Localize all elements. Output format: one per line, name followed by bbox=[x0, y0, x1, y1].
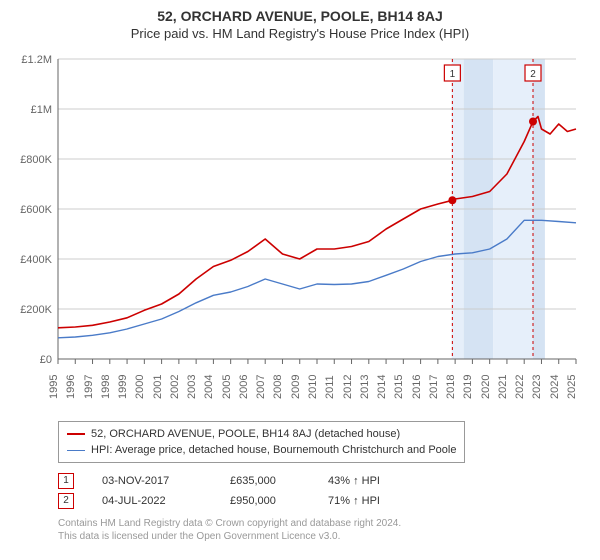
transaction-marker-icon: 2 bbox=[58, 493, 74, 509]
x-tick-label: 2008 bbox=[272, 375, 284, 399]
x-tick-label: 2016 bbox=[411, 375, 423, 399]
x-tick-label: 2022 bbox=[514, 375, 526, 399]
svg-text:£1M: £1M bbox=[31, 104, 52, 116]
svg-text:£1.2M: £1.2M bbox=[21, 54, 52, 66]
legend-row: HPI: Average price, detached house, Bour… bbox=[67, 442, 456, 458]
license-line-2: This data is licensed under the Open Gov… bbox=[58, 530, 584, 543]
transaction-price: £950,000 bbox=[230, 491, 300, 511]
plot-area: £0£200K£400K£600K£800K£1M£1.2M12 1995199… bbox=[16, 49, 584, 379]
figure-container: 52, ORCHARD AVENUE, POOLE, BH14 8AJ Pric… bbox=[0, 0, 600, 560]
transaction-pct: 43% ↑ HPI bbox=[328, 471, 380, 491]
x-tick-label: 2005 bbox=[221, 375, 233, 399]
svg-text:£800K: £800K bbox=[20, 154, 52, 166]
x-tick-label: 2006 bbox=[238, 375, 250, 399]
chart-subtitle: Price paid vs. HM Land Registry's House … bbox=[16, 26, 584, 41]
svg-text:2: 2 bbox=[530, 69, 536, 80]
x-tick-label: 2012 bbox=[342, 375, 354, 399]
x-tick-label: 2018 bbox=[445, 375, 457, 399]
x-tick-label: 1996 bbox=[65, 375, 77, 399]
transaction-marker-icon: 1 bbox=[58, 473, 74, 489]
legend-row: 52, ORCHARD AVENUE, POOLE, BH14 8AJ (det… bbox=[67, 426, 456, 442]
svg-text:£0: £0 bbox=[40, 354, 52, 366]
x-tick-label: 2002 bbox=[169, 375, 181, 399]
x-tick-label: 2004 bbox=[203, 375, 215, 399]
transaction-date: 03-NOV-2017 bbox=[102, 471, 202, 491]
x-tick-label: 2010 bbox=[307, 375, 319, 399]
x-tick-label: 2000 bbox=[134, 375, 146, 399]
x-tick-label: 2020 bbox=[480, 375, 492, 399]
legend-label: HPI: Average price, detached house, Bour… bbox=[91, 442, 456, 458]
x-tick-label: 2015 bbox=[393, 375, 405, 399]
x-tick-label: 1999 bbox=[117, 375, 129, 399]
x-tick-label: 1998 bbox=[100, 375, 112, 399]
x-tick-label: 1997 bbox=[83, 375, 95, 399]
transaction-price: £635,000 bbox=[230, 471, 300, 491]
svg-text:£400K: £400K bbox=[20, 254, 52, 266]
x-tick-label: 2007 bbox=[255, 375, 267, 399]
transaction-row: 1 03-NOV-2017 £635,000 43% ↑ HPI bbox=[58, 471, 584, 491]
x-tick-label: 1995 bbox=[48, 375, 60, 399]
x-tick-label: 2023 bbox=[531, 375, 543, 399]
transaction-pct: 71% ↑ HPI bbox=[328, 491, 380, 511]
x-tick-label: 2014 bbox=[376, 375, 388, 399]
license-line-1: Contains HM Land Registry data © Crown c… bbox=[58, 517, 584, 530]
legend: 52, ORCHARD AVENUE, POOLE, BH14 8AJ (det… bbox=[58, 421, 465, 463]
transaction-date: 04-JUL-2022 bbox=[102, 491, 202, 511]
x-tick-label: 2011 bbox=[324, 375, 336, 399]
x-tick-label: 2001 bbox=[152, 375, 164, 399]
legend-swatch bbox=[67, 433, 85, 435]
x-tick-label: 2025 bbox=[566, 375, 578, 399]
legend-label: 52, ORCHARD AVENUE, POOLE, BH14 8AJ (det… bbox=[91, 426, 400, 442]
x-tick-label: 2021 bbox=[497, 375, 509, 399]
transaction-table: 1 03-NOV-2017 £635,000 43% ↑ HPI 2 04-JUL-202… bbox=[58, 471, 584, 511]
svg-text:£200K: £200K bbox=[20, 304, 52, 316]
x-tick-label: 2019 bbox=[462, 375, 474, 399]
x-tick-label: 2017 bbox=[428, 375, 440, 399]
transaction-row: 2 04-JUL-2022 £950,000 71% ↑ HPI bbox=[58, 491, 584, 511]
x-tick-label: 2003 bbox=[186, 375, 198, 399]
legend-swatch bbox=[67, 450, 85, 451]
svg-text:£600K: £600K bbox=[20, 204, 52, 216]
license-text: Contains HM Land Registry data © Crown c… bbox=[58, 517, 584, 543]
x-tick-label: 2009 bbox=[290, 375, 302, 399]
x-tick-label: 2013 bbox=[359, 375, 371, 399]
chart-title: 52, ORCHARD AVENUE, POOLE, BH14 8AJ bbox=[16, 8, 584, 24]
svg-text:1: 1 bbox=[450, 69, 456, 80]
x-tick-label: 2024 bbox=[549, 375, 561, 399]
chart-svg: £0 £200K £400K £600K £800K £1M £1.2M 1 2 bbox=[16, 49, 584, 379]
